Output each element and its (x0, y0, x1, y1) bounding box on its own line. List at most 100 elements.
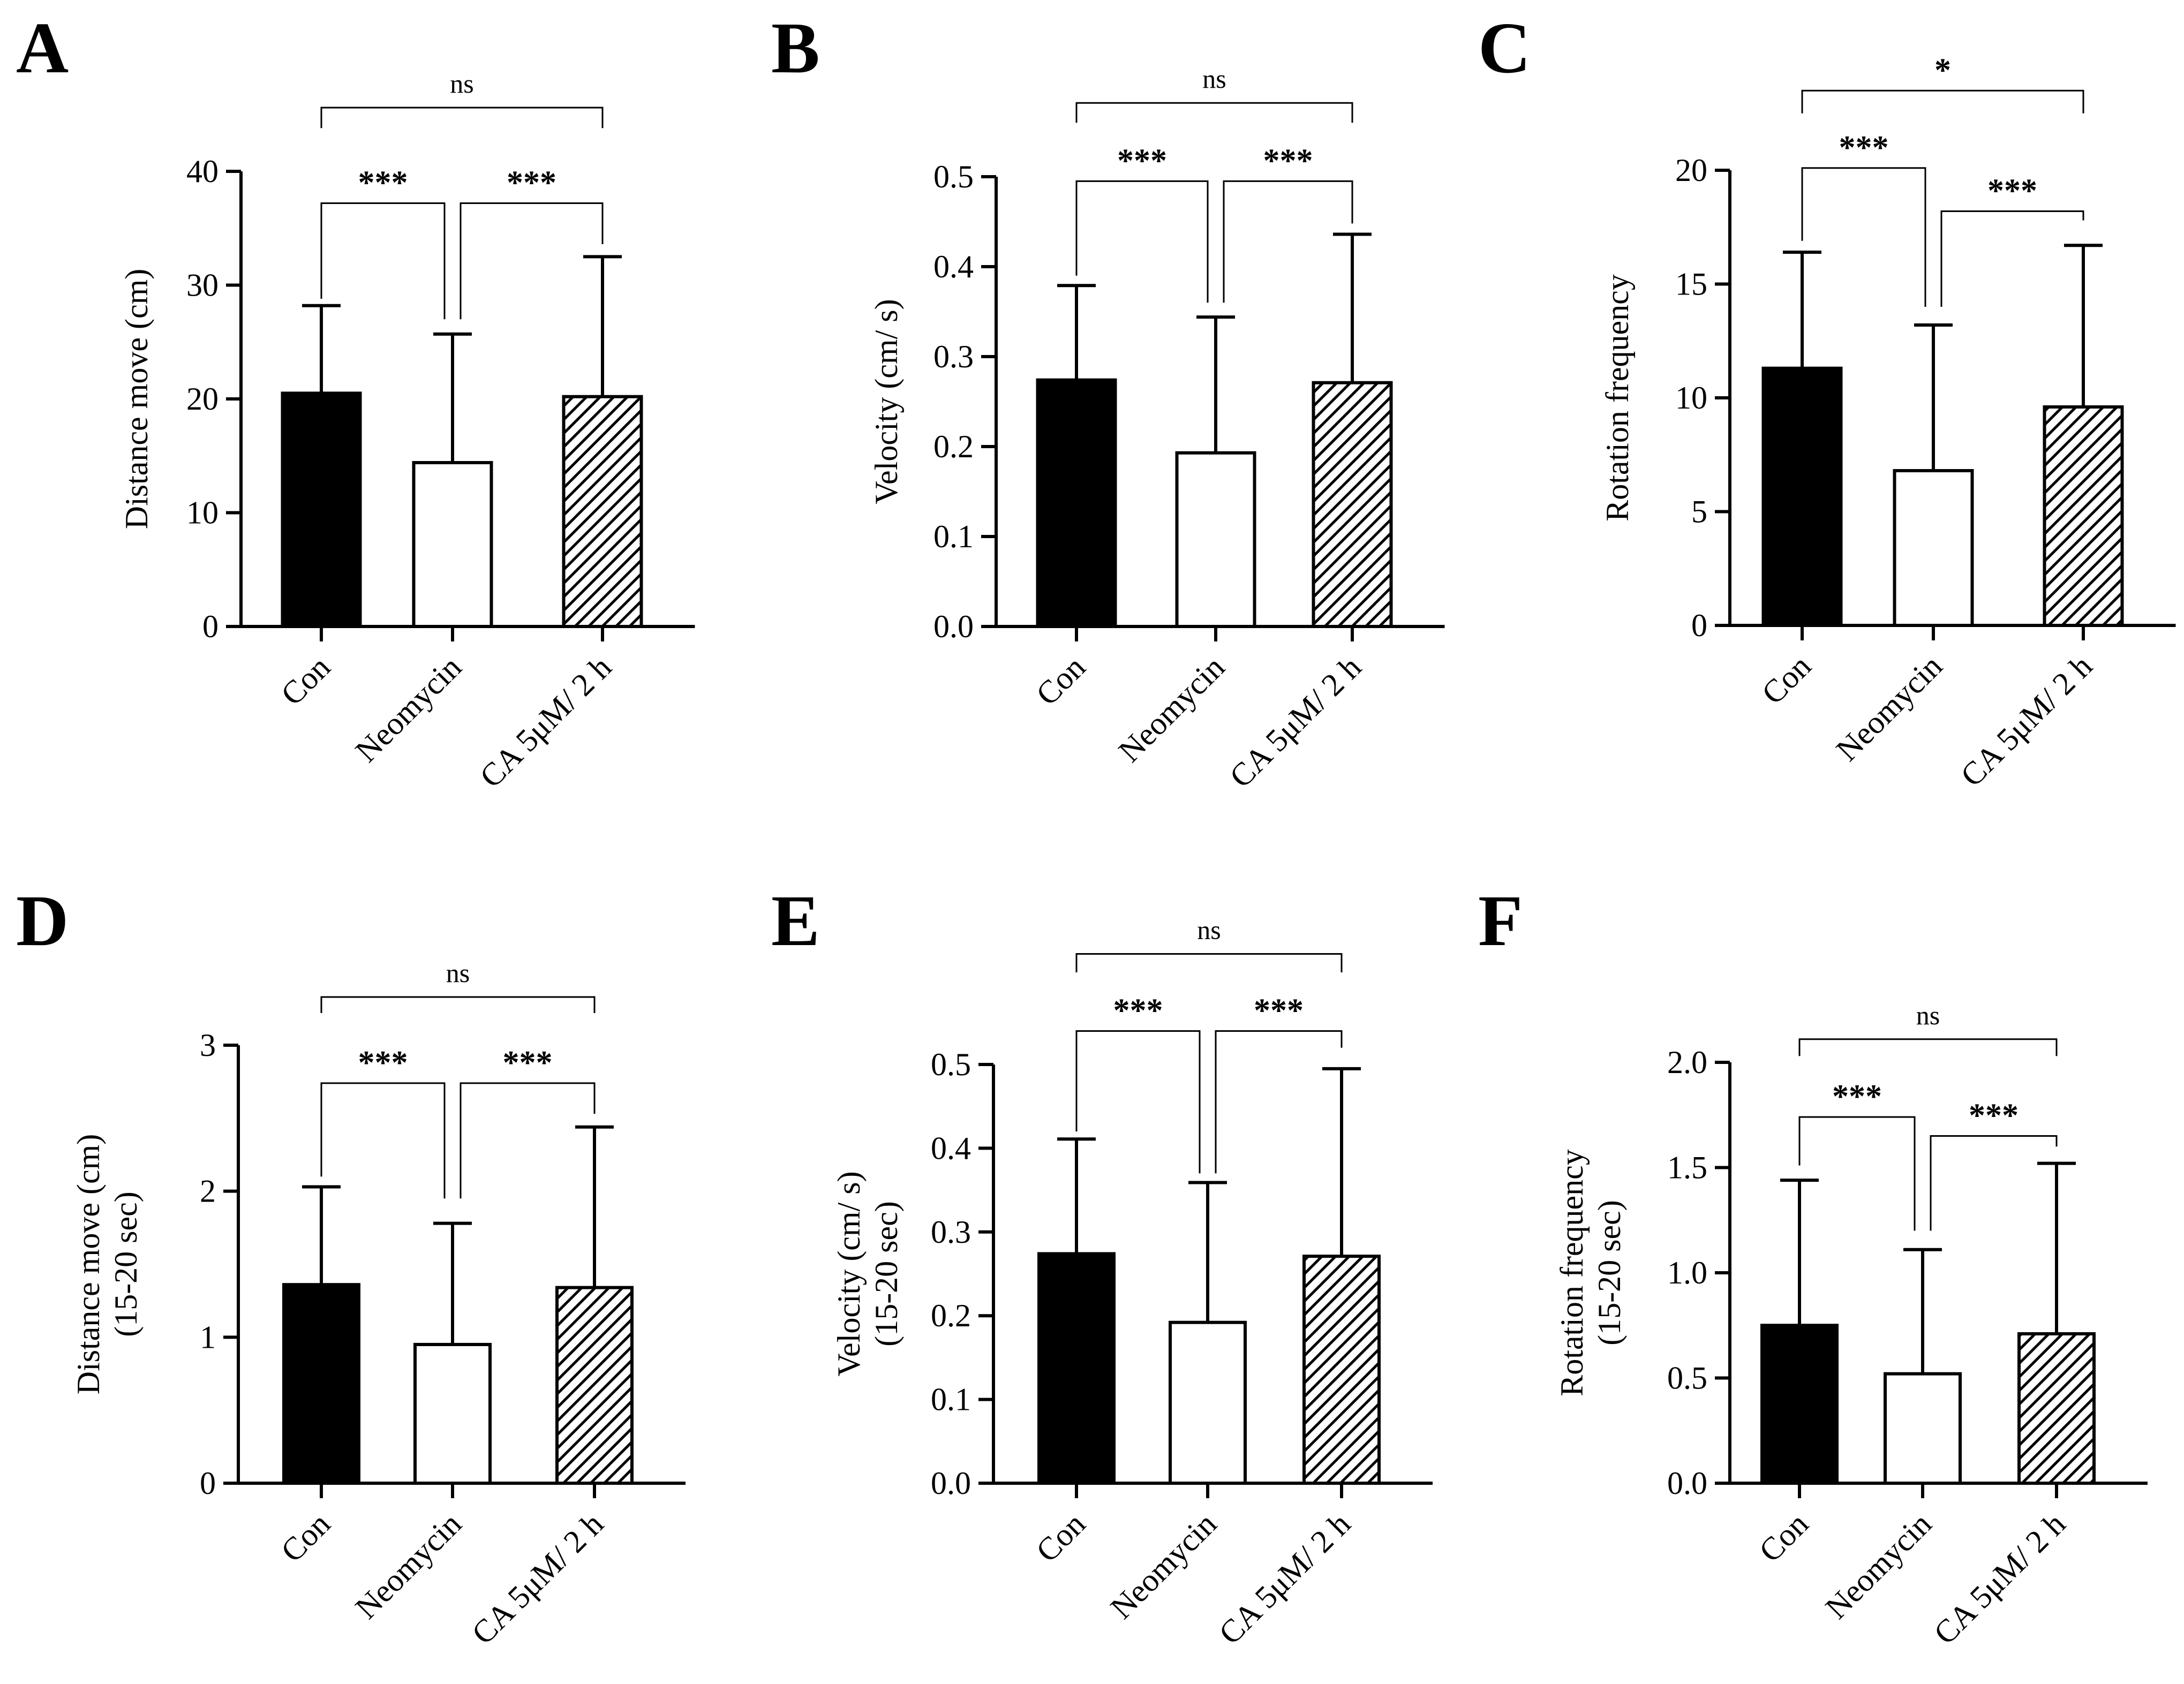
panel-letter-f: F (1478, 881, 1523, 961)
y-tick-label: 40 (186, 154, 219, 189)
bar-0 (281, 391, 362, 628)
significance-label: *** (503, 1045, 553, 1081)
y-tick-label: 0 (202, 609, 219, 644)
category-label: Neomycin (349, 1506, 468, 1626)
significance-label: *** (1839, 130, 1889, 166)
category-label: CA 5μM/ 2 h (473, 650, 618, 795)
significance-label: *** (1969, 1098, 2019, 1134)
significance-label: *** (1263, 142, 1313, 179)
y-tick-label: 0.2 (931, 1298, 971, 1333)
y-axis-title: Velocity (cm/ s) (831, 1171, 867, 1376)
category-label: Con (274, 1506, 337, 1569)
significance-bracket (1075, 180, 1209, 303)
y-tick-label: 1.5 (1667, 1150, 1707, 1185)
significance-label: *** (1117, 142, 1167, 179)
significance-bracket (320, 1082, 446, 1199)
significance-label: ns (1202, 64, 1226, 94)
category-label: Con (1752, 1506, 1815, 1569)
y-tick-label: 0.5 (1667, 1361, 1707, 1396)
panel-e: E 0.0 0.1 0.2 0.3 0.4 0.5 Velocity (cm/ s) (15-2… (771, 881, 1433, 1651)
y-tick-label: 10 (1675, 380, 1707, 416)
panel-letter-c: C (1478, 8, 1531, 88)
significance-bracket (1215, 1030, 1343, 1174)
y-tick-label: 2 (200, 1174, 216, 1209)
y-tick-label: 0.0 (931, 1466, 971, 1501)
bar-1 (1893, 469, 1974, 627)
category-label: Neomycin (1819, 1506, 1938, 1626)
y-axis-title: Rotation frequency (1600, 274, 1635, 522)
significance-bracket (1940, 210, 2084, 307)
category-label: CA 5μM/ 2 h (1954, 648, 2099, 794)
bar-0 (1760, 1324, 1839, 1485)
panel-a: A 0 10 20 30 40 Distance move (cm) Con Neomycin C… (16, 8, 695, 795)
y-axis-title: (15-20 sec) (108, 1191, 144, 1337)
category-label: Con (1029, 1506, 1092, 1569)
y-tick-label: 0.1 (933, 519, 974, 554)
significance-bracket (1075, 1030, 1201, 1174)
category-label: CA 5μM/ 2 h (1212, 1506, 1357, 1651)
significance-label: ns (446, 958, 470, 988)
y-tick-label: 0.0 (933, 609, 974, 644)
significance-bracket (460, 202, 604, 320)
y-tick-label: 2.0 (1667, 1045, 1707, 1080)
significance-label: *** (1113, 992, 1163, 1029)
panel-letter-e: E (771, 881, 820, 961)
y-tick-label: 3 (200, 1028, 216, 1063)
y-tick-label: 0.3 (933, 339, 974, 374)
bar-2 (2017, 1332, 2096, 1485)
significance-label: ns (450, 69, 473, 99)
bar-1 (412, 461, 493, 628)
y-tick-label: 0.5 (933, 159, 974, 194)
y-tick-label: 0.0 (1667, 1466, 1707, 1501)
y-tick-label: 30 (186, 268, 219, 303)
panel-letter-d: D (16, 881, 69, 961)
y-tick-label: 15 (1675, 267, 1707, 302)
bar-2 (562, 395, 643, 628)
bar-1 (413, 1342, 492, 1485)
significance-bracket (1075, 102, 1353, 123)
y-tick-label: 0 (200, 1466, 216, 1501)
bar-2 (1302, 1255, 1381, 1485)
bar-2 (1312, 381, 1393, 628)
significance-label: *** (507, 165, 556, 201)
category-label: CA 5μM/ 2 h (1223, 650, 1368, 795)
panel-f: F 0.0 0.5 1.0 1.5 2.0 Rotation frequency (15-20… (1478, 881, 2148, 1651)
bar-2 (555, 1286, 634, 1485)
y-tick-label: 20 (1675, 153, 1707, 188)
bar-0 (282, 1283, 360, 1485)
significance-bracket (1801, 167, 1926, 307)
bar-2 (2043, 405, 2124, 627)
significance-label: *** (358, 1045, 408, 1081)
y-tick-label: 0.4 (933, 249, 974, 284)
y-tick-label: 0 (1691, 608, 1707, 643)
y-axis-title: Velocity (cm/ s) (869, 299, 904, 504)
y-tick-label: 5 (1691, 494, 1707, 530)
bar-1 (1884, 1372, 1962, 1485)
significance-bracket (320, 996, 596, 1014)
significance-label: *** (1832, 1078, 1882, 1115)
bar-0 (1037, 1252, 1116, 1485)
panel-letter-a: A (16, 8, 69, 88)
y-axis-title: Rotation frequency (1554, 1149, 1590, 1396)
significance-bracket (1930, 1135, 2058, 1231)
significance-bracket (320, 107, 604, 129)
y-axis-title: (15-20 sec) (1592, 1200, 1627, 1346)
bar-1 (1175, 451, 1256, 628)
category-label: Neomycin (349, 650, 468, 769)
category-label: Con (274, 650, 337, 712)
category-label: Neomycin (1829, 648, 1949, 768)
y-tick-label: 10 (186, 495, 219, 531)
category-label: Neomycin (1104, 1506, 1223, 1626)
significance-bracket (1798, 1038, 2058, 1056)
significance-bracket (1075, 953, 1343, 972)
panel-d: D 0 1 2 3 Distance move (cm) (15-20 sec) Con Neo… (16, 881, 686, 1651)
y-tick-label: 1.0 (1667, 1255, 1707, 1290)
category-label: Neomycin (1112, 650, 1231, 769)
bar-1 (1169, 1320, 1247, 1485)
significance-label: * (1934, 52, 1951, 88)
y-tick-label: 0.3 (931, 1214, 971, 1250)
panel-letter-b: B (771, 8, 820, 88)
y-axis-title: Distance move (cm) (71, 1134, 106, 1394)
significance-label: *** (1254, 992, 1304, 1029)
